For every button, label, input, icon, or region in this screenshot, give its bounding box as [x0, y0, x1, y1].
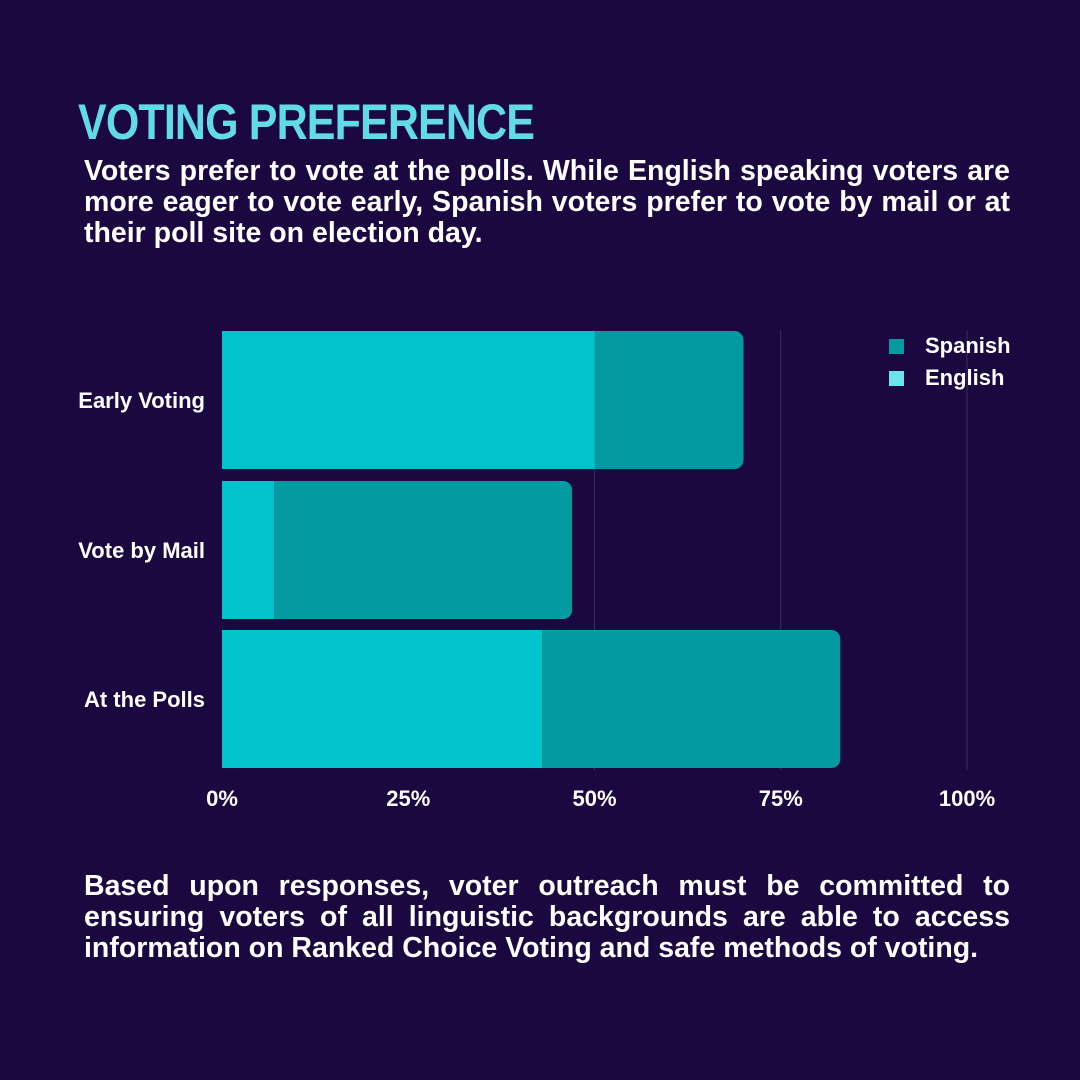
legend-label-english: English	[925, 365, 1004, 390]
intro-text: Voters prefer to vote at the polls. Whil…	[84, 155, 1010, 249]
bar-spanish	[542, 630, 841, 768]
outro-text: Based upon responses, voter outreach mus…	[84, 870, 1010, 964]
x-tick-label: 0%	[206, 786, 238, 811]
legend-label-spanish: Spanish	[925, 333, 1011, 358]
page-title: VOTING PREFERENCE	[78, 94, 535, 150]
x-tick-label: 100%	[939, 786, 995, 811]
legend-swatch-spanish	[889, 339, 904, 354]
bar-english	[222, 331, 595, 469]
category-label: Early Voting	[78, 388, 205, 413]
category-label: At the Polls	[84, 687, 205, 712]
voting-preference-chart: Early Voting Vote by Mail At the Polls 0% 25…	[0, 300, 1080, 820]
x-tick-label: 25%	[386, 786, 430, 811]
bar-english	[222, 481, 275, 619]
legend-swatch-english	[889, 371, 904, 386]
chart-svg: Early Voting Vote by Mail At the Polls 0% 25…	[78, 330, 1011, 811]
category-label: Vote by Mail	[78, 538, 205, 563]
bar-spanish	[274, 481, 573, 619]
x-tick-label: 75%	[759, 786, 803, 811]
bar-english	[222, 630, 543, 768]
x-tick-label: 50%	[572, 786, 616, 811]
bar-spanish	[594, 331, 744, 469]
